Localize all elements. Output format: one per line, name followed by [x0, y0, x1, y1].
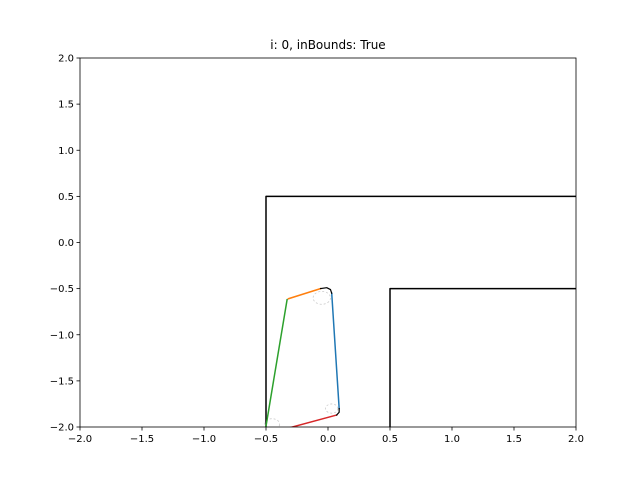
y-tick-label: −0.5 [50, 284, 74, 295]
y-tick-label: 0.5 [58, 192, 74, 203]
wheel-marker-1 [325, 403, 339, 414]
x-tick-label: 0.5 [382, 434, 398, 445]
y-tick-label: −1.5 [50, 376, 74, 387]
x-tick-label: −2.0 [68, 434, 92, 445]
series-line-2 [330, 292, 340, 410]
x-tick-label: −1.5 [130, 434, 154, 445]
plot-content [264, 195, 576, 427]
y-tick-label: −1.0 [50, 330, 74, 341]
series-line-0 [265, 195, 576, 427]
x-tick-label: −1.0 [192, 434, 216, 445]
series-line-4 [265, 298, 288, 427]
y-tick-label: 2.0 [58, 54, 74, 65]
x-tick-label: 2.0 [568, 434, 584, 445]
x-tick-label: 1.5 [506, 434, 522, 445]
series-line-1 [389, 287, 576, 427]
y-tick-label: 1.5 [58, 100, 74, 111]
y-tick-label: 1.0 [58, 146, 74, 157]
series-line-5 [289, 414, 338, 427]
axes-frame [79, 57, 577, 428]
y-tick-label: 0.0 [58, 238, 74, 249]
x-tick-label: 1.0 [444, 434, 460, 445]
x-axis: −2.0 −1.5 −1.0 −0.5 0.0 0.5 1.0 1.5 2.0 [68, 427, 584, 445]
chart-title: i: 0, inBounds: True [270, 38, 385, 52]
wheel-marker-2 [264, 418, 281, 427]
series-line-3 [287, 287, 322, 300]
series-line-6 [319, 287, 333, 294]
x-tick-label: −0.5 [254, 434, 278, 445]
x-tick-label: 0.0 [320, 434, 336, 445]
y-axis: −2.0 −1.5 −1.0 −0.5 0.0 0.5 1.0 1.5 2.0 [50, 54, 80, 434]
wheel-marker-0 [312, 290, 331, 305]
series-line-7 [335, 407, 340, 416]
y-tick-label: −2.0 [50, 423, 74, 434]
